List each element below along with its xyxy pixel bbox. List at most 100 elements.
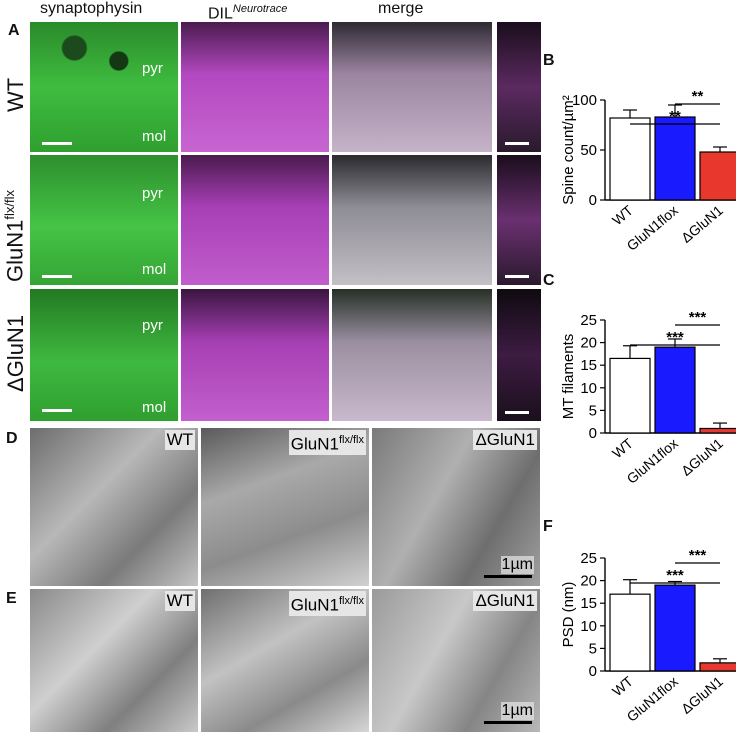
row-label-dgl: ΔGluN1 bbox=[3, 314, 28, 392]
y-tick-label: 0 bbox=[589, 663, 597, 680]
layer-label-mol: mol bbox=[142, 261, 167, 278]
em-image-dgl-d: ΔGluN1 1µm bbox=[372, 428, 540, 586]
panel-letter-b: B bbox=[543, 52, 555, 69]
y-tick-label: 100 bbox=[572, 92, 597, 109]
micrograph-gluflx-synaptophysin: pyr mol bbox=[30, 155, 178, 285]
significance-marker: *** bbox=[689, 309, 707, 326]
significance-marker: *** bbox=[666, 329, 684, 346]
layer-label-mol: mol bbox=[142, 128, 167, 145]
y-tick-label: 25 bbox=[580, 550, 597, 567]
row-label-gluflx-sup: flx/flx bbox=[2, 190, 17, 220]
em-image-flx-e: GluN1flx/flx bbox=[201, 589, 369, 732]
y-tick-label: 20 bbox=[580, 335, 597, 352]
scale-bar bbox=[42, 275, 72, 278]
em-label-dgl: ΔGluN1 bbox=[473, 591, 537, 611]
significance-marker: ** bbox=[669, 108, 681, 125]
y-tick-label: 50 bbox=[580, 142, 597, 159]
em-label-dgl: ΔGluN1 bbox=[473, 430, 537, 450]
micrograph-dgl-synaptophysin: pyr mol bbox=[30, 289, 178, 421]
em-image-wt-d: WT bbox=[30, 428, 198, 586]
micrograph-dgl-dil bbox=[181, 289, 329, 421]
micrograph-wt-dil bbox=[181, 22, 329, 152]
em-scale-bar bbox=[484, 575, 532, 578]
bar bbox=[609, 357, 651, 434]
em-label-flx-text: GluN1 bbox=[290, 595, 339, 615]
bar bbox=[654, 116, 696, 201]
significance-marker: *** bbox=[666, 567, 684, 584]
col-title-synaptophysin: synaptophysin bbox=[40, 0, 143, 17]
micrograph-gluflx-merge bbox=[332, 155, 492, 285]
y-tick-label: 20 bbox=[580, 573, 597, 590]
category-label: GluN1flox bbox=[624, 673, 681, 725]
row-label-gluflx: GluN1flx/flx bbox=[2, 190, 28, 282]
y-tick-label: 15 bbox=[580, 357, 597, 374]
scale-bar bbox=[505, 142, 529, 145]
scale-bar bbox=[42, 409, 72, 412]
panel-letter-c: C bbox=[543, 272, 555, 289]
bar bbox=[699, 427, 736, 434]
panel-letter-f: F bbox=[543, 518, 553, 535]
micrograph-dgl-inset bbox=[497, 289, 541, 421]
em-scale-label: 1µm bbox=[500, 702, 534, 720]
col-title-dil: DILNeurotrace bbox=[208, 0, 287, 23]
layer-label-mol: mol bbox=[142, 399, 167, 416]
category-label: WT bbox=[609, 673, 636, 700]
em-label-flx-text: GluN1 bbox=[290, 434, 339, 454]
em-image-dgl-e: ΔGluN1 1µm bbox=[372, 589, 540, 732]
y-tick-label: 10 bbox=[580, 618, 597, 635]
em-label-flx: GluN1flx/flx bbox=[288, 591, 366, 616]
y-tick-label: 10 bbox=[580, 380, 597, 397]
y-tick-label: 5 bbox=[589, 640, 597, 657]
layer-label-pyr: pyr bbox=[142, 60, 163, 77]
bar bbox=[654, 346, 696, 434]
bar bbox=[699, 151, 736, 201]
em-label-flx-sup: flx/flx bbox=[338, 595, 364, 607]
scale-bar bbox=[505, 275, 529, 278]
em-label-wt: WT bbox=[164, 430, 195, 450]
micrograph-wt-merge bbox=[332, 22, 492, 152]
category-label: GluN1flox bbox=[624, 202, 681, 254]
micrograph-dgl-merge bbox=[332, 289, 492, 421]
scale-bar bbox=[505, 411, 529, 414]
bar bbox=[699, 662, 736, 672]
y-tick-label: 0 bbox=[589, 425, 597, 442]
row-label-gluflx-text: GluN1 bbox=[2, 219, 28, 282]
em-label-flx: GluN1flx/flx bbox=[288, 430, 366, 455]
scale-bar bbox=[42, 142, 72, 145]
panel-letter-d: D bbox=[6, 430, 18, 447]
em-label-flx-sup: flx/flx bbox=[338, 434, 364, 446]
y-tick-label: 15 bbox=[580, 595, 597, 612]
micrograph-wt-synaptophysin: pyr mol bbox=[30, 22, 178, 152]
significance-marker: ** bbox=[692, 88, 704, 105]
em-scale-label: 1µm bbox=[500, 556, 534, 574]
em-label-wt: WT bbox=[164, 591, 195, 611]
category-label: ΔGluN1 bbox=[678, 673, 726, 717]
em-image-flx-d: GluN1flx/flx bbox=[201, 428, 369, 586]
micrograph-wt-inset bbox=[497, 22, 541, 152]
panel-letter-e: E bbox=[6, 590, 17, 607]
significance-marker: *** bbox=[689, 547, 707, 564]
dil-label: DIL bbox=[208, 5, 233, 23]
category-label: ΔGluN1 bbox=[678, 435, 726, 479]
bar bbox=[609, 593, 651, 672]
panel-letter-a: A bbox=[8, 22, 20, 39]
category-label: GluN1flox bbox=[624, 435, 681, 487]
micrograph-gluflx-dil bbox=[181, 155, 329, 285]
y-tick-label: 0 bbox=[589, 192, 597, 209]
y-tick-label: 5 bbox=[589, 402, 597, 419]
layer-label-pyr: pyr bbox=[142, 317, 163, 334]
y-axis-label: Spine count/µm² bbox=[560, 95, 577, 205]
layer-label-pyr: pyr bbox=[142, 185, 163, 202]
dil-superscript: Neurotrace bbox=[232, 3, 288, 15]
em-scale-bar bbox=[484, 721, 532, 724]
category-label: WT bbox=[609, 202, 636, 229]
col-title-merge: merge bbox=[378, 0, 424, 17]
category-label: ΔGluN1 bbox=[678, 202, 726, 246]
y-tick-label: 25 bbox=[580, 312, 597, 329]
y-axis-label: MT filaments bbox=[560, 334, 577, 420]
y-axis-label: PSD (nm) bbox=[560, 582, 577, 648]
bar bbox=[609, 117, 651, 201]
